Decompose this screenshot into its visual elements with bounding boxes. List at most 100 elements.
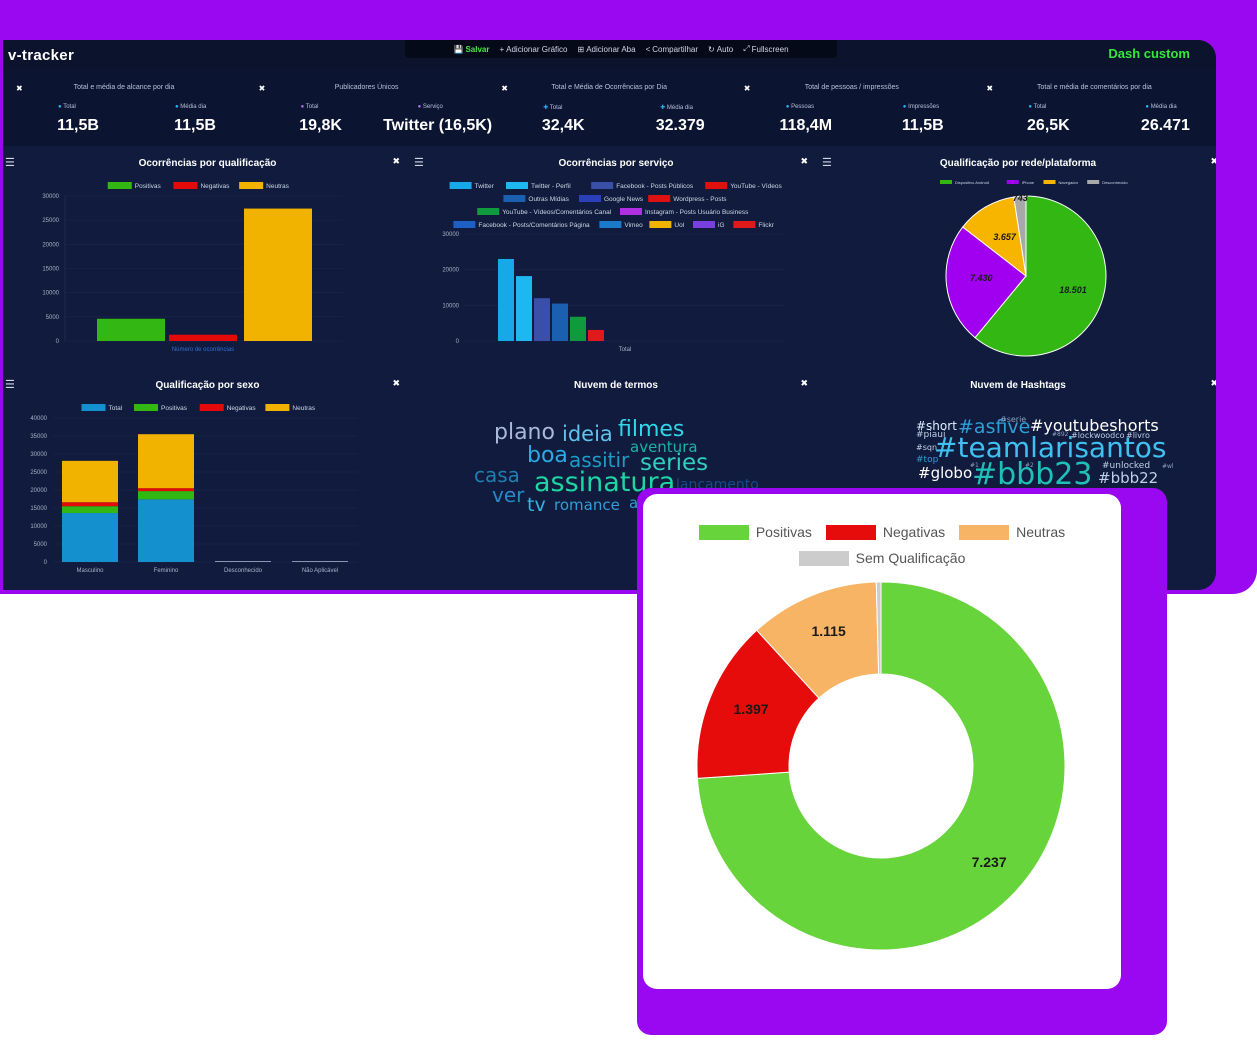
legend-label: Negativas: [200, 183, 230, 190]
hashtag: #short: [916, 419, 957, 433]
close-icon[interactable]: ✖: [800, 378, 808, 388]
chart-qualificacao: Positivas Negativas Neutras 30000 25000 20000…: [42, 182, 343, 353]
word: a: [629, 494, 639, 512]
donut-card: Positivas Negativas Neutras Sem Qualificaçã…: [643, 494, 1121, 989]
toolbar-compartilhar-button[interactable]: < Compartilhar: [646, 45, 698, 54]
chart-servico: Twitter Twitter - Perfil Facebook - Posts …: [442, 182, 784, 353]
kpi-value: 32.379: [655, 117, 705, 134]
kpi-label: ● Pessoas: [786, 104, 814, 110]
panel-title: Nuvem de termos: [574, 380, 658, 391]
kpi-title: Total e média de alcance por dia: [73, 84, 175, 91]
bar-total: [62, 513, 118, 562]
legend-swatch: [798, 550, 849, 566]
legend-label: Total: [109, 405, 123, 412]
y-tick-label: 0: [456, 339, 460, 345]
legend-label: Uol: [674, 222, 684, 229]
y-tick-label: 10000: [30, 524, 47, 530]
chart-legend: Positivas Negativas Neutras: [107, 182, 290, 190]
legend-swatch: [477, 208, 500, 215]
legend-label: Dispositivo Android: [955, 180, 989, 185]
close-icon[interactable]: ✖: [800, 156, 808, 166]
legend-label: Positivas: [161, 405, 188, 412]
menu-icon[interactable]: ☰: [414, 157, 424, 169]
data-label: 1.115: [811, 623, 845, 639]
legend-item: Sem Qualificação: [798, 550, 965, 566]
close-icon[interactable]: ✖: [986, 84, 994, 93]
dashboard-title[interactable]: Dash custom: [1108, 46, 1190, 61]
bar-negativas: [62, 502, 118, 507]
close-icon[interactable]: ✖: [16, 84, 23, 93]
y-tick-label: 25000: [30, 470, 47, 476]
chat-icon: ●: [175, 104, 181, 110]
menu-icon[interactable]: ☰: [5, 157, 15, 169]
kpi-value: 11,5B: [57, 117, 99, 134]
close-icon[interactable]: ✖: [743, 84, 751, 93]
kpi-label-text: Média dia: [180, 104, 207, 110]
bar: [552, 303, 568, 341]
close-icon[interactable]: ✖: [501, 84, 508, 93]
close-icon[interactable]: ✖: [258, 84, 266, 93]
legend-label: Neutras: [292, 405, 316, 412]
hashtag: #globo: [918, 464, 973, 482]
legend-swatch: [265, 404, 290, 411]
kpi-label-text: Total: [63, 104, 76, 110]
legend-swatch: [825, 524, 876, 540]
word: series: [640, 450, 709, 476]
hashtag: #1: [970, 462, 979, 469]
close-icon[interactable]: ✖: [1210, 156, 1216, 166]
toolbar-adicionar-gráfico-button[interactable]: + Adicionar Gráfico: [499, 45, 567, 54]
close-icon[interactable]: ✖: [392, 378, 400, 388]
toolbar-salvar-button[interactable]: 💾 Salvar: [453, 45, 489, 54]
kpi-label: ● Média dia: [175, 104, 206, 110]
legend-swatch: [239, 182, 264, 189]
menu-icon[interactable]: ☰: [5, 379, 15, 391]
kpi-value: 11,5B: [901, 117, 944, 134]
panel-ocorrencias-servico: ☰ Ocorrências por serviço ✖ Twitter Twitt…: [412, 146, 821, 369]
toolbar-label: Auto: [716, 44, 734, 54]
hashtag: #unlocked: [1102, 461, 1151, 471]
top-bar: v-tracker 💾 Salvar + Adicionar Gráfico ⊞ Adic…: [3, 40, 1216, 70]
x-tick-label: Não Aplicável: [302, 568, 338, 574]
close-icon[interactable]: ✖: [392, 156, 400, 166]
legend-label: Positivas: [135, 183, 162, 190]
dashboard-window: v-tracker 💾 Salvar + Adicionar Gráfico ⊞ Adic…: [3, 40, 1216, 590]
bar-neutras: [244, 208, 312, 341]
toolbar-fullscreen-button[interactable]: ⤢ Fullscreen: [743, 44, 788, 54]
y-tick-label: 5000: [46, 315, 60, 321]
bar-neutras: [138, 434, 194, 489]
kpi-label-text: Total: [1033, 104, 1047, 110]
kpi-label: ✚ Média dia: [660, 104, 693, 111]
bar-total: [138, 499, 194, 562]
legend-swatch: [591, 182, 614, 189]
menu-icon[interactable]: ☰: [822, 157, 832, 169]
word: assitir: [569, 448, 630, 472]
hashtag: #892: [1052, 431, 1069, 438]
legend-swatch: [959, 524, 1010, 540]
x-axis-label: Total: [619, 347, 632, 353]
add-tab-icon: ⊞: [577, 44, 585, 54]
y-tick-label: 10000: [442, 303, 459, 309]
plus-icon: +: [499, 44, 505, 54]
close-icon[interactable]: ✖: [1210, 378, 1216, 388]
data-label: 3.657: [993, 232, 1017, 242]
data-label: 7.430: [970, 273, 993, 283]
toolbar-auto-button[interactable]: ↻ Auto: [708, 45, 733, 54]
bar: [498, 258, 514, 341]
legend-swatch: [1043, 180, 1056, 184]
kpi-value: 26,5K: [1027, 117, 1070, 134]
bar-positivas: [62, 506, 118, 514]
kpi-label-text: Total: [305, 104, 319, 110]
bar: [534, 298, 550, 341]
legend-item: Neutras: [959, 524, 1065, 540]
y-tick-label: 15000: [30, 506, 47, 512]
kpi-card: ✖ Total e média de comentários por dia ● T…: [973, 70, 1215, 146]
toolbar-adicionar-aba-button[interactable]: ⊞ Adicionar Aba: [578, 45, 636, 54]
bar-negativas: [169, 334, 237, 341]
legend-swatch: [940, 180, 952, 184]
legend-label: Negativas: [227, 405, 257, 412]
kpi-value: 32,4K: [541, 117, 585, 134]
legend-swatch: [1006, 180, 1019, 184]
legend-swatch: [503, 195, 526, 202]
legend-swatch: [199, 404, 224, 411]
y-tick-label: 30000: [442, 232, 459, 238]
